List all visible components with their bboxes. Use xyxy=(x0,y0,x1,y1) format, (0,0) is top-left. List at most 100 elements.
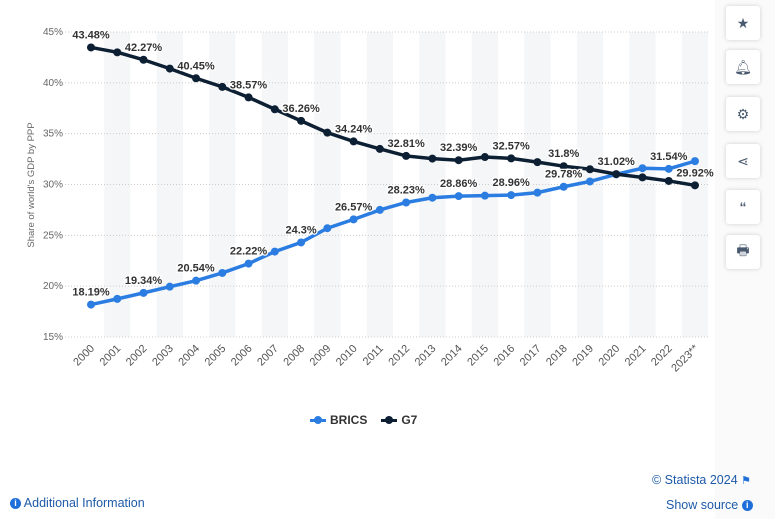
x-tick-label: 2016 xyxy=(491,343,517,369)
data-label: 28.86% xyxy=(440,178,478,190)
data-point-brics xyxy=(402,198,411,207)
column-band xyxy=(419,32,446,337)
data-label: 38.57% xyxy=(230,79,268,91)
data-point-g7 xyxy=(297,116,306,125)
data-label: 32.81% xyxy=(387,138,425,150)
gear-icon: ⚙ xyxy=(736,105,750,122)
data-point-brics xyxy=(664,164,673,173)
data-point-g7 xyxy=(664,176,673,185)
info-icon: i xyxy=(10,498,21,510)
data-label: 32.39% xyxy=(440,142,478,154)
data-point-g7 xyxy=(428,154,437,163)
x-tick-label: 2023** xyxy=(669,342,701,374)
data-point-g7 xyxy=(270,105,279,114)
data-point-brics xyxy=(270,247,279,256)
legend-label: G7 xyxy=(401,413,418,427)
data-label: 22.22% xyxy=(230,246,268,258)
y-tick-label: 25% xyxy=(43,230,63,241)
x-tick-label: 2009 xyxy=(308,343,334,369)
data-point-g7 xyxy=(638,173,647,182)
data-label: 29.78% xyxy=(545,169,583,181)
x-tick-label: 2003 xyxy=(150,343,176,369)
notification-button[interactable]: 🔔︎ xyxy=(726,50,760,84)
column-band xyxy=(209,32,236,337)
brics-swatch xyxy=(310,415,326,424)
y-axis-title: Share of world's GDP by PPP xyxy=(26,122,37,247)
share-button[interactable]: ⋖ xyxy=(726,144,760,178)
data-point-g7 xyxy=(480,153,489,162)
quote-icon: “ xyxy=(739,199,747,215)
data-point-g7 xyxy=(585,165,594,174)
data-point-g7 xyxy=(139,55,148,64)
data-point-brics xyxy=(192,276,201,285)
data-point-brics xyxy=(375,205,384,214)
series-line-brics xyxy=(90,159,696,307)
column-band xyxy=(104,32,131,337)
data-point-brics xyxy=(139,288,148,297)
data-point-g7 xyxy=(323,128,332,137)
y-tick-label: 15% xyxy=(43,332,63,343)
y-tick-label: 45% xyxy=(43,27,63,38)
additional-info-text: Additional Information xyxy=(23,496,145,510)
data-point-g7 xyxy=(349,137,358,146)
show-source-text: Show source xyxy=(666,498,739,512)
data-point-g7 xyxy=(533,158,542,167)
data-point-brics xyxy=(113,294,122,303)
data-point-brics xyxy=(87,300,95,309)
data-label: 31.54% xyxy=(650,151,688,163)
data-point-g7 xyxy=(218,82,227,91)
x-tick-label: 2007 xyxy=(255,343,281,369)
data-label: 36.26% xyxy=(282,103,320,115)
favorite-button[interactable]: ★ xyxy=(726,6,760,40)
legend-item-brics[interactable]: BRICS xyxy=(310,413,367,427)
data-point-brics xyxy=(480,191,489,200)
data-point-g7 xyxy=(612,170,621,179)
data-label: 43.48% xyxy=(72,29,110,41)
y-tick-label: 35% xyxy=(43,129,63,140)
x-tick-label: 2011 xyxy=(361,343,386,368)
cite-button[interactable]: “ xyxy=(726,190,760,224)
data-label: 20.54% xyxy=(177,263,215,275)
show-source-link[interactable]: Show source i xyxy=(666,498,753,512)
line-chart: 15% 20% 25% 30% 35% 40% 45% Share of world's GD… xyxy=(26,27,715,374)
x-tick-label: 2000 xyxy=(71,343,97,369)
data-point-g7 xyxy=(87,43,95,52)
g7-swatch xyxy=(381,415,398,424)
data-point-g7 xyxy=(192,74,201,83)
additional-information-link[interactable]: i Additional Information xyxy=(10,496,145,510)
star-icon: ★ xyxy=(736,14,750,31)
data-point-g7 xyxy=(165,64,174,73)
data-point-brics xyxy=(638,164,647,173)
info-icon: i xyxy=(741,500,753,512)
x-tick-label: 2008 xyxy=(281,343,307,369)
data-point-brics xyxy=(428,193,437,202)
data-label: 18.19% xyxy=(72,287,110,299)
share-icon: ⋖ xyxy=(737,152,749,169)
copyright-text: © Statista 2024 xyxy=(652,473,738,487)
data-label: 28.23% xyxy=(387,184,425,196)
x-tick-label: 2010 xyxy=(334,343,360,369)
data-label: 32.57% xyxy=(493,140,531,152)
legend-item-g7[interactable]: G7 xyxy=(381,413,417,427)
print-button[interactable]: 🖶︎ xyxy=(726,235,760,269)
copyright[interactable]: © Statista 2024 ⚑ xyxy=(652,473,751,487)
data-point-g7 xyxy=(402,151,411,160)
data-point-brics xyxy=(559,182,568,191)
flag-icon: ⚑ xyxy=(741,475,752,487)
x-tick-label: 2012 xyxy=(386,343,412,369)
data-point-g7 xyxy=(690,181,699,190)
y-tick-label: 40% xyxy=(43,78,63,89)
y-tick-label: 30% xyxy=(43,180,63,191)
data-label: 40.45% xyxy=(177,60,215,72)
x-tick-label: 2013 xyxy=(413,343,439,369)
column-band xyxy=(629,32,656,337)
data-label: 34.24% xyxy=(335,123,373,135)
x-tick-label: 2006 xyxy=(229,343,255,369)
data-label: 31.8% xyxy=(548,148,579,160)
x-tick-label: 2015 xyxy=(465,343,491,369)
data-label: 19.34% xyxy=(125,275,163,287)
column-band xyxy=(524,32,551,337)
data-point-g7 xyxy=(454,156,463,165)
settings-button[interactable]: ⚙ xyxy=(726,97,760,131)
x-tick-label: 2001 xyxy=(98,343,124,369)
